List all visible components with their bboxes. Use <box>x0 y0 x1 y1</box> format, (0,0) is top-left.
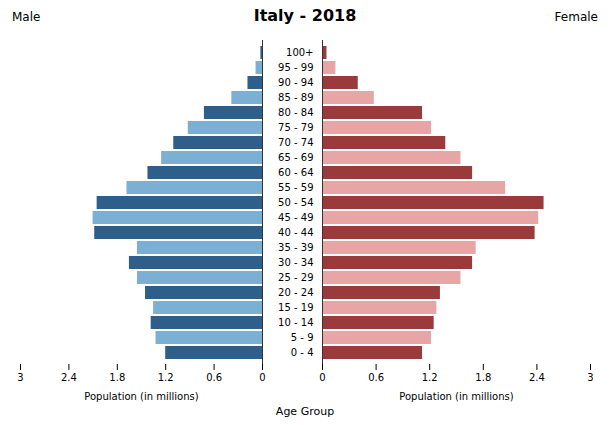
svg-text:1.2: 1.2 <box>422 372 438 383</box>
svg-text:Population (in millions): Population (in millions) <box>399 391 513 402</box>
svg-text:10 - 14: 10 - 14 <box>278 317 313 328</box>
svg-text:90 - 94: 90 - 94 <box>278 77 313 88</box>
svg-text:55 - 59: 55 - 59 <box>278 182 313 193</box>
svg-text:100+: 100+ <box>286 47 313 58</box>
svg-text:60 - 64: 60 - 64 <box>278 167 313 178</box>
svg-text:75 - 79: 75 - 79 <box>278 122 313 133</box>
svg-text:2.4: 2.4 <box>61 372 77 383</box>
svg-text:50 - 54: 50 - 54 <box>278 197 313 208</box>
html-text:Age Group: Age Group <box>275 405 335 418</box>
svg-text:65 - 69: 65 - 69 <box>278 152 313 163</box>
svg-text:0.6: 0.6 <box>368 372 384 383</box>
svg-text:0: 0 <box>259 372 265 383</box>
svg-text:95 - 99: 95 - 99 <box>278 62 313 73</box>
svg-text:1.8: 1.8 <box>475 372 491 383</box>
svg-text:35 - 39: 35 - 39 <box>278 242 313 253</box>
html-text:Male: Male <box>12 10 41 24</box>
svg-text:0.6: 0.6 <box>206 372 222 383</box>
html-text:Female: Female <box>554 10 598 24</box>
svg-text:20 - 24: 20 - 24 <box>278 287 313 298</box>
svg-text:40 - 44: 40 - 44 <box>278 227 313 238</box>
svg-text:25 - 29: 25 - 29 <box>278 272 313 283</box>
svg-text:85 - 89: 85 - 89 <box>278 92 313 103</box>
html-text:Italy - 2018: Italy - 2018 <box>253 6 357 25</box>
svg-text:70 - 74: 70 - 74 <box>278 137 313 148</box>
svg-text:0: 0 <box>319 372 325 383</box>
svg-text:Population (in millions): Population (in millions) <box>84 391 198 402</box>
svg-text:1.8: 1.8 <box>109 372 125 383</box>
svg-text:0 - 4: 0 - 4 <box>291 347 314 358</box>
svg-text:45 - 49: 45 - 49 <box>278 212 313 223</box>
svg-text:30 - 34: 30 - 34 <box>278 257 313 268</box>
svg-text:1.2: 1.2 <box>158 372 174 383</box>
svg-text:15 - 19: 15 - 19 <box>278 302 313 313</box>
svg-text:80 - 84: 80 - 84 <box>278 107 313 118</box>
svg-text:3: 3 <box>587 372 593 383</box>
svg-text:2.4: 2.4 <box>529 372 545 383</box>
svg-text:3: 3 <box>17 372 23 383</box>
svg-text:5 - 9: 5 - 9 <box>291 332 314 343</box>
